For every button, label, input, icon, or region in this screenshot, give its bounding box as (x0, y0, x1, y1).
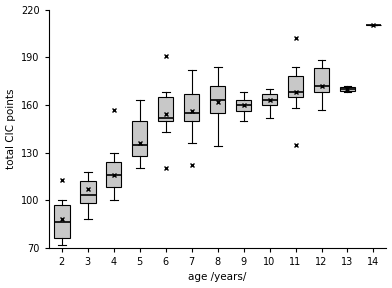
PathPatch shape (132, 121, 147, 156)
PathPatch shape (80, 181, 96, 203)
PathPatch shape (158, 97, 173, 121)
PathPatch shape (340, 87, 355, 91)
PathPatch shape (236, 100, 251, 111)
PathPatch shape (262, 94, 278, 105)
PathPatch shape (54, 205, 69, 238)
X-axis label: age /years/: age /years/ (189, 272, 247, 283)
PathPatch shape (184, 94, 200, 121)
PathPatch shape (288, 76, 303, 97)
PathPatch shape (106, 162, 122, 187)
PathPatch shape (314, 68, 329, 92)
PathPatch shape (210, 86, 225, 113)
Y-axis label: total CIC points: total CIC points (5, 88, 16, 169)
